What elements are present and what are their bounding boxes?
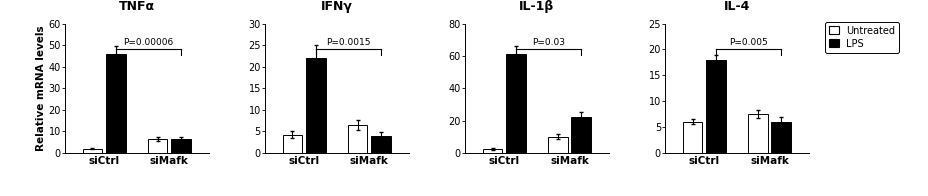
Bar bbox=[347, 125, 367, 153]
Bar bbox=[571, 117, 590, 153]
Text: P=0.0015: P=0.0015 bbox=[326, 38, 370, 47]
Bar bbox=[770, 122, 790, 153]
Bar bbox=[148, 139, 167, 153]
Title: IFNγ: IFNγ bbox=[320, 0, 353, 13]
Y-axis label: Relative mRNA levels: Relative mRNA levels bbox=[35, 25, 45, 151]
Bar bbox=[747, 114, 767, 153]
Bar bbox=[371, 136, 391, 153]
Title: IL-4: IL-4 bbox=[723, 0, 749, 13]
Bar bbox=[506, 54, 525, 153]
Bar bbox=[83, 149, 102, 153]
Title: TNFα: TNFα bbox=[119, 0, 155, 13]
Bar bbox=[705, 60, 725, 153]
Bar bbox=[106, 54, 125, 153]
Bar bbox=[548, 137, 567, 153]
Bar bbox=[282, 135, 302, 153]
Text: P=0.00006: P=0.00006 bbox=[123, 38, 174, 47]
Bar bbox=[306, 58, 326, 153]
Bar bbox=[171, 139, 190, 153]
Text: P=0.03: P=0.03 bbox=[532, 38, 564, 47]
Bar bbox=[682, 122, 702, 153]
Text: P=0.005: P=0.005 bbox=[728, 38, 767, 47]
Legend: Untreated, LPS: Untreated, LPS bbox=[824, 22, 898, 53]
Title: IL-1β: IL-1β bbox=[519, 0, 554, 13]
Bar bbox=[483, 149, 502, 153]
